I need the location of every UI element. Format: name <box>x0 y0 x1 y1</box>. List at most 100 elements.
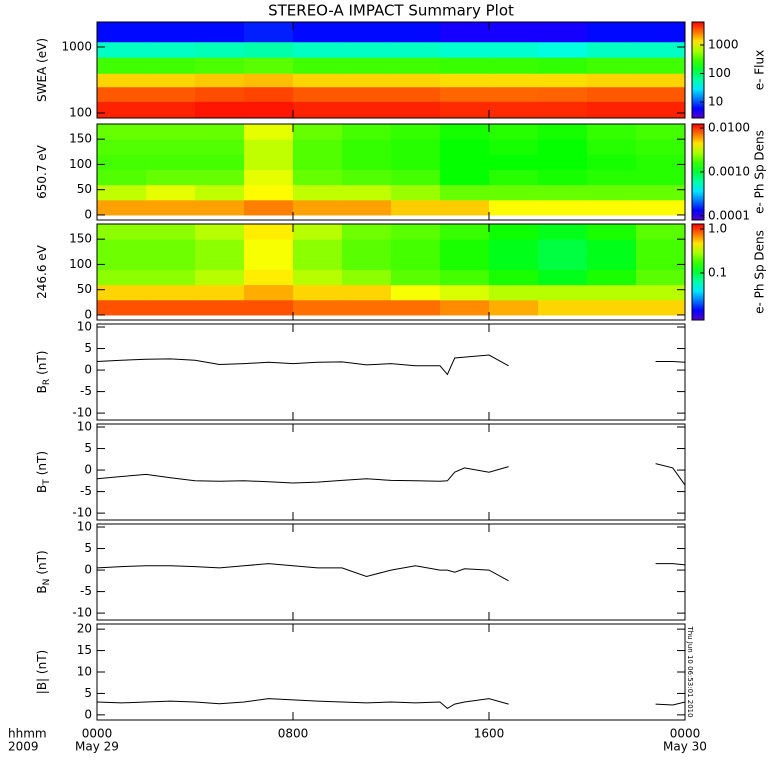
heatmap-cell <box>587 124 637 140</box>
heatmap-cell <box>342 73 392 88</box>
heatmap-cell <box>440 299 490 316</box>
y-tick-label: 0 <box>84 707 92 721</box>
heatmap-cell <box>342 224 392 240</box>
heatmap-cell <box>244 299 294 316</box>
heatmap-cell <box>636 254 686 270</box>
y-tick-label: 10 <box>77 420 92 434</box>
panel-frame <box>96 323 686 421</box>
heatmap-cell <box>146 284 196 301</box>
heatmap-cell <box>244 139 294 155</box>
heatmap-cell <box>97 239 147 255</box>
heatmap-cell <box>146 254 196 270</box>
heatmap-cell <box>391 169 441 186</box>
y-axis-label-sub: N <box>42 579 52 586</box>
heatmap-cell <box>489 239 539 255</box>
heatmap-cell <box>293 299 343 316</box>
heatmap-cell <box>587 101 637 119</box>
heatmap-cell <box>391 284 441 301</box>
heatmap-cell <box>587 284 637 301</box>
heatmap-cell <box>587 57 637 74</box>
heatmap-cell <box>587 239 637 255</box>
heatmap-cell <box>489 254 539 270</box>
heatmap-cell <box>587 86 637 102</box>
heatmap-cell <box>244 154 294 170</box>
y-axis-label: BT (nT) <box>35 451 52 493</box>
heatmap-cell <box>146 139 196 155</box>
heatmap-cell <box>195 22 245 43</box>
y-tick-label: 100 <box>69 157 92 171</box>
heatmap-cell <box>342 299 392 316</box>
heatmap-cell <box>440 154 490 170</box>
heatmap-cell <box>391 57 441 74</box>
heatmap-cell <box>342 284 392 301</box>
heatmap-cell <box>391 154 441 170</box>
heatmap-cell <box>195 284 245 301</box>
heatmap-cell <box>97 154 147 170</box>
heatmap-cell <box>244 41 294 58</box>
heatmap-cell <box>440 169 490 186</box>
heatmap-cell <box>636 101 686 119</box>
heatmap-cell <box>636 86 686 102</box>
heatmap-cell <box>195 101 245 119</box>
y-tick-label: 0 <box>84 563 92 577</box>
heatmap-cell <box>489 41 539 58</box>
heatmap-cell <box>391 269 441 286</box>
heatmap-cell <box>636 184 686 201</box>
heatmap-cell <box>489 139 539 155</box>
heatmap-cell <box>391 184 441 201</box>
heatmap-cell <box>97 254 147 270</box>
heatmap-cell <box>538 86 588 102</box>
heatmap-cell <box>97 199 147 216</box>
heatmap-cell <box>244 73 294 88</box>
heatmap-cell <box>538 269 588 286</box>
heatmap-cell <box>195 254 245 270</box>
heatmap-cell <box>538 169 588 186</box>
heatmap-cell <box>293 224 343 240</box>
y-axis-label-main: B <box>35 385 49 393</box>
heatmap-cell <box>244 184 294 201</box>
y-tick-label: -10 <box>72 606 92 620</box>
heatmap-cell <box>244 239 294 255</box>
heatmap-cell <box>195 299 245 316</box>
colorbar <box>691 223 705 321</box>
heatmap-cell <box>391 101 441 119</box>
heatmap-cell <box>636 124 686 140</box>
heatmap-cell <box>244 22 294 43</box>
heatmap-cell <box>97 57 147 74</box>
heatmap-cell <box>538 284 588 301</box>
heatmap-cell <box>146 299 196 316</box>
heatmap-cell <box>146 101 196 119</box>
y-tick-label: -10 <box>72 406 92 420</box>
y-tick-label: 15 <box>77 643 92 657</box>
colorbar-label: e- Ph Sp Dens <box>753 230 767 314</box>
heatmap-cell <box>489 199 539 216</box>
heatmap-cell <box>538 154 588 170</box>
heatmap-cell <box>97 284 147 301</box>
heatmap-cell <box>244 224 294 240</box>
heatmap-cell <box>636 224 686 240</box>
heatmap-cell <box>342 184 392 201</box>
heatmap-cell <box>636 41 686 58</box>
heatmap-cell <box>538 57 588 74</box>
date-label: May 30 <box>663 740 707 754</box>
y-tick-label: -5 <box>80 384 92 398</box>
heatmap-cell <box>587 269 637 286</box>
heatmap-cell <box>342 101 392 119</box>
heatmap-cell <box>538 139 588 155</box>
heatmap-cell <box>538 254 588 270</box>
data-line <box>96 698 686 710</box>
heatmap-cell <box>97 22 147 43</box>
colorbar-tick-label: 1.0 <box>708 222 727 236</box>
heatmap-cell <box>391 41 441 58</box>
heatmap-cell <box>146 169 196 186</box>
heatmap-cell <box>636 239 686 255</box>
y-tick-label: 5 <box>84 441 92 455</box>
heatmap-cell <box>440 73 490 88</box>
heatmap-cell <box>538 224 588 240</box>
heatmap-cell <box>195 154 245 170</box>
y-axis-label-main: 650.7 eV <box>35 144 49 199</box>
x-tick-label: 0000 <box>670 727 701 741</box>
heatmap-cell <box>391 22 441 43</box>
heatmap-cell <box>244 169 294 186</box>
